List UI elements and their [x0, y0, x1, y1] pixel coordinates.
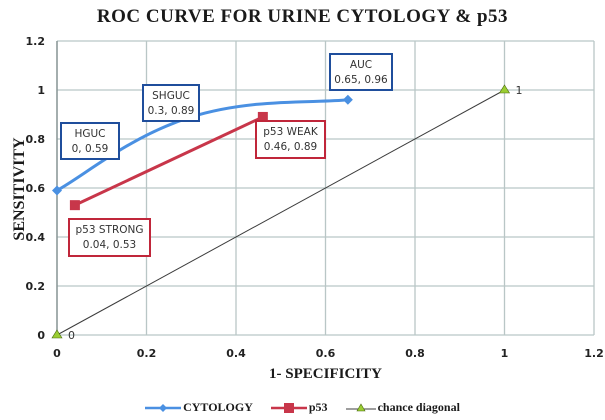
legend-marker-p53 [270, 402, 307, 413]
legend-item-cytology[interactable]: CYTOLOGY [145, 400, 253, 415]
x-tick-label: 1 [501, 347, 509, 360]
annotation-title: p53 STRONG [76, 224, 144, 236]
data-point-chance-diagonal [498, 84, 511, 94]
annotation-border [60, 122, 120, 160]
legend-item-chance-diagonal[interactable]: chance diagonal [345, 400, 460, 415]
annotation-value: 0, 0.59 [72, 143, 109, 155]
legend: CYTOLOGY p53 chance diagonal [0, 400, 605, 415]
y-tick-label: 0 [37, 329, 45, 342]
annotation-border [68, 218, 151, 257]
annotation-value: 0.65, 0.96 [334, 74, 388, 86]
annotations: HGUC 0, 0.59 SHGUC 0.3, 0.89 AUC 0.65, 0.96 p5… [60, 53, 393, 257]
data-point-p53 [257, 111, 268, 122]
data-point-cytology [342, 94, 353, 105]
y-tick-label: 0.2 [26, 280, 46, 293]
chart-title: ROC CURVE FOR URINE CYTOLOGY & p53 [96, 6, 509, 27]
y-tick-label: 0.4 [26, 231, 46, 244]
y-tick-label: 1 [37, 84, 45, 97]
x-tick-label: 1.2 [584, 347, 604, 360]
x-tick-label: 0.4 [226, 347, 246, 360]
x-tick-label: 0.8 [405, 347, 425, 360]
tick-labels: 0 0.2 0.4 0.6 0.8 1 1.2 0 0.2 0.4 0.6 0.8 1 1.2 [26, 35, 604, 360]
annotation-value: 0.46, 0.89 [264, 141, 317, 153]
annotation-border [329, 53, 393, 91]
annotation-value: 0.04, 0.53 [83, 239, 136, 251]
point-label-chance-diagonal: 1 [516, 84, 523, 97]
annotation-box-p53-strong: p53 STRONG 0.04, 0.53 [68, 218, 151, 257]
series-line-chance-diagonal [56, 89, 505, 336]
annotation-title: HGUC [74, 128, 105, 140]
legend-marker-chance-diagonal [345, 402, 376, 411]
y-tick-label: 0.8 [26, 133, 46, 146]
point-label-chance-diagonal: 0 [68, 329, 75, 342]
annotation-value: 0.3, 0.89 [148, 105, 195, 117]
data-point-cytology [52, 185, 62, 196]
annotation-box-auc: AUC 0.65, 0.96 [329, 53, 393, 91]
annotation-title: SHGUC [152, 90, 190, 102]
legend-label-cytology: CYTOLOGY [183, 400, 253, 414]
x-tick-label: 0.2 [137, 347, 157, 360]
annotation-border [255, 120, 326, 159]
x-tick-label: 0 [53, 347, 61, 360]
legend-label-p53: p53 [308, 400, 328, 414]
plot-area: 0 0.2 0.4 0.6 0.8 1 1.2 0 0.2 0.4 0.6 0.8 1 1.2 0 1 HG… [26, 35, 604, 360]
series-line-p53 [74, 115, 264, 207]
annotation-title: AUC [350, 59, 372, 71]
legend-label-chance-diagonal: chance diagonal [377, 400, 460, 414]
data-point-chance-diagonal [51, 329, 63, 339]
annotation-box-shguc: SHGUC 0.3, 0.89 [142, 84, 200, 122]
y-tick-label: 0.6 [26, 182, 46, 195]
x-axis-label: 1- SPECIFICITY [269, 366, 382, 382]
data-point-p53 [69, 200, 80, 211]
annotation-box-p53-weak: p53 WEAK 0.46, 0.89 [255, 120, 326, 159]
x-tick-label: 0.6 [316, 347, 336, 360]
legend-item-p53[interactable]: p53 [270, 400, 328, 415]
annotation-title: p53 WEAK [263, 126, 319, 138]
annotation-box-hguc: HGUC 0, 0.59 [60, 122, 120, 160]
annotation-border [142, 84, 200, 122]
y-tick-label: 1.2 [26, 35, 46, 48]
legend-marker-cytology [145, 403, 182, 412]
